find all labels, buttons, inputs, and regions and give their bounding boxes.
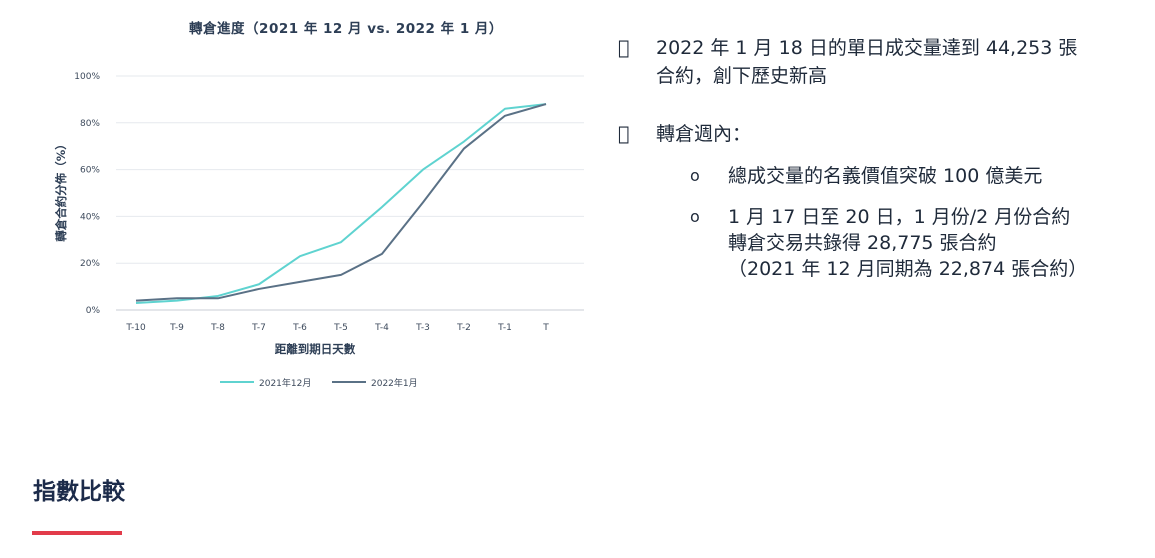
bullet-marker:  xyxy=(618,34,629,62)
x-tick-label: T xyxy=(542,323,549,333)
legend: 2021年12月 2022年1月 xyxy=(220,377,418,389)
y-tick-label: 100% xyxy=(74,72,100,82)
sub-bullet-marker: o xyxy=(690,166,700,185)
x-tick-label: T-1 xyxy=(497,323,512,333)
sub-bullet-text: （2021 年 12 月同期為 22,874 張合約） xyxy=(728,258,1088,280)
x-tick-label: T-3 xyxy=(415,323,430,333)
y-tick-label: 0% xyxy=(86,306,101,316)
x-axis-label: 距離到期日天數 xyxy=(275,342,356,356)
x-tick-label: T-6 xyxy=(292,323,307,333)
bullet-text: 轉倉週內： xyxy=(656,123,752,145)
sub-bullet-text: 總成交量的名義價值突破 100 億美元 xyxy=(728,165,1043,187)
legend-label: 2022年1月 xyxy=(371,377,418,389)
x-tick-label: T-10 xyxy=(125,323,146,333)
legend-label: 2021年12月 xyxy=(259,377,311,389)
x-tick-label: T-8 xyxy=(210,323,225,333)
sub-bullet-marker: o xyxy=(690,207,700,226)
bullet-list:  2022 年 1 月 18 日的單日成交量達到 44,253 張 合約，創下… xyxy=(618,34,1138,290)
series-line-1 xyxy=(135,103,547,304)
series-line-2 xyxy=(135,103,547,302)
y-tick-label: 60% xyxy=(80,166,100,176)
section-underline xyxy=(32,531,122,535)
y-axis-label: 轉倉合約分佈（%） xyxy=(54,138,68,242)
bullet-rollover-week:  轉倉週內： xyxy=(618,120,1138,148)
y-tick-label: 80% xyxy=(80,119,100,129)
x-tick-label: T-9 xyxy=(169,323,184,333)
chart-panel: 轉倉進度（2021 年 12 月 vs. 2022 年 1 月） 0% 20% 40… xyxy=(32,8,598,404)
transfer-progress-chart: 轉倉進度（2021 年 12 月 vs. 2022 年 1 月） 0% 20% 40… xyxy=(54,20,584,389)
sub-bullet-text: 轉倉交易共錄得 28,775 張合約 xyxy=(728,232,997,254)
chart-title: 轉倉進度（2021 年 12 月 vs. 2022 年 1 月） xyxy=(189,20,503,37)
x-tick-label: T-4 xyxy=(374,323,389,333)
y-tick-label: 40% xyxy=(80,212,100,222)
x-tick-label: T-7 xyxy=(251,323,266,333)
x-tick-label: T-2 xyxy=(456,323,471,333)
bullet-record-volume:  2022 年 1 月 18 日的單日成交量達到 44,253 張 合約，創下… xyxy=(618,34,1138,90)
bullet-text: 合約，創下歷史新高 xyxy=(656,65,828,87)
bullet-marker:  xyxy=(618,120,629,148)
sub-bullet-notional: o 總成交量的名義價值突破 100 億美元 xyxy=(618,162,1138,190)
sub-bullet-contracts: o 1 月 17 日至 20 日，1 月份/2 月份合約 轉倉交易共錄得 28,… xyxy=(618,204,1138,282)
sub-bullet-text: 1 月 17 日至 20 日，1 月份/2 月份合約 xyxy=(728,206,1071,228)
section-heading: 指數比較 xyxy=(33,479,125,505)
y-tick-label: 20% xyxy=(80,259,100,269)
x-tick-label: T-5 xyxy=(333,323,348,333)
bullet-text: 2022 年 1 月 18 日的單日成交量達到 44,253 張 xyxy=(656,37,1078,59)
